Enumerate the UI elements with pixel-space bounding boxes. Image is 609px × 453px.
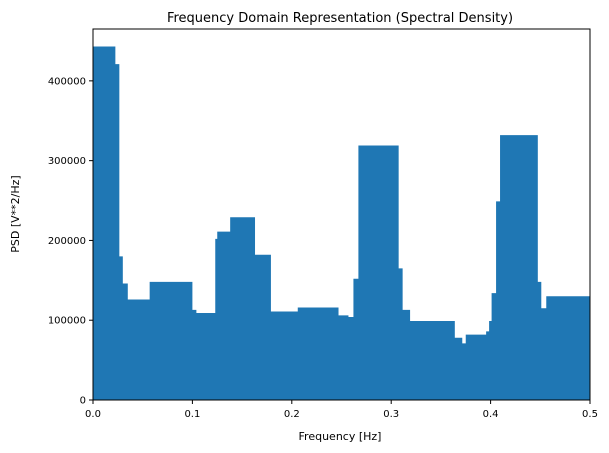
y-tick-label: 100000 — [48, 316, 86, 327]
x-tick-label: 0.2 — [284, 409, 300, 420]
x-axis: 0.0 0.1 0.2 0.3 0.4 0.5 — [85, 400, 598, 420]
x-tick-label: 0.5 — [582, 409, 598, 420]
x-axis-label: Frequency [Hz] — [299, 430, 382, 443]
y-tick-label: 0 — [80, 396, 86, 407]
y-axis: 0 100000 200000 300000 400000 — [48, 76, 93, 407]
chart-title: Frequency Domain Representation (Spectra… — [167, 11, 513, 26]
x-tick-label: 0.4 — [483, 409, 499, 420]
x-tick-label: 0.3 — [383, 409, 399, 420]
y-tick-label: 400000 — [48, 76, 86, 87]
y-axis-label: PSD [V**2/Hz] — [9, 175, 22, 252]
y-tick-label: 200000 — [48, 236, 86, 247]
plot-area — [92, 28, 591, 401]
psd-area — [93, 46, 590, 401]
plot-frame — [92, 28, 591, 401]
x-tick-label: 0.0 — [85, 409, 101, 420]
y-tick-label: 300000 — [48, 156, 86, 167]
x-tick-label: 0.1 — [184, 409, 200, 420]
